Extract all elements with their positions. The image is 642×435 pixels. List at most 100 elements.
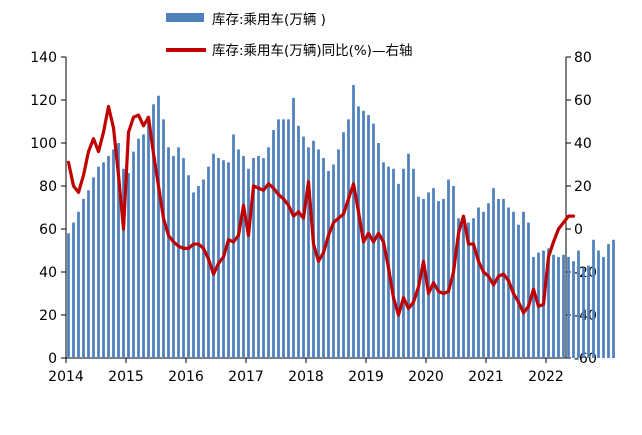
inventory-bar	[552, 254, 555, 358]
inventory-bar	[142, 134, 145, 358]
inventory-bar	[97, 166, 100, 358]
inventory-bar	[297, 125, 300, 358]
inventory-bar	[117, 143, 120, 358]
inventory-bar	[447, 179, 450, 358]
inventory-bar	[597, 250, 600, 358]
inventory-bar	[182, 158, 185, 358]
inventory-bar	[557, 256, 560, 358]
inventory-bar	[337, 149, 340, 358]
left-tick-label: 0	[48, 351, 57, 367]
left-tick-label: 100	[30, 136, 57, 152]
inventory-bar	[412, 168, 415, 358]
inventory-bar	[202, 179, 205, 358]
inventory-bar	[517, 224, 520, 358]
inventory-bar	[602, 256, 605, 358]
inventory-bar	[282, 119, 285, 358]
inventory-bar	[402, 168, 405, 358]
inventory-bar	[267, 147, 270, 358]
inventory-bar	[277, 119, 280, 358]
inventory-bar	[177, 147, 180, 358]
inventory-bar	[82, 198, 85, 358]
inventory-bar	[607, 244, 610, 358]
axes	[65, 57, 567, 359]
inventory-bar	[147, 117, 150, 358]
x-tick-label: 2015	[108, 369, 144, 385]
inventory-bar	[487, 203, 490, 358]
inventory-bar	[367, 115, 370, 358]
left-tick-label: 20	[39, 308, 57, 324]
right-tick-label: 20	[574, 179, 592, 195]
inventory-bar	[482, 211, 485, 358]
inventory-bar	[422, 198, 425, 358]
inventory-bar	[547, 248, 550, 358]
inventory-bar	[562, 254, 565, 358]
inventory-bar	[227, 162, 230, 358]
legend-line-label: 库存:乘用车(万辆)同比(%)—右轴	[212, 42, 412, 59]
left-tick-label: 120	[30, 93, 57, 109]
left-tick-label: 140	[30, 50, 57, 66]
inventory-bar	[112, 149, 115, 358]
inventory-bar	[532, 256, 535, 358]
inventory-bar	[162, 119, 165, 358]
inventory-bar	[307, 147, 310, 358]
inventory-bar	[317, 149, 320, 358]
inventory-bar	[127, 173, 130, 358]
inventory-bar	[457, 218, 460, 358]
x-tick-label: 2019	[348, 369, 384, 385]
right-tick-label: 40	[574, 136, 592, 152]
inventory-bar	[392, 168, 395, 358]
inventory-bar	[67, 233, 70, 358]
inventory-bar	[192, 192, 195, 358]
left-axis-ticks: 0 20 40 60 80 100 120 140	[30, 50, 66, 367]
yoy-line	[66, 104, 576, 317]
inventory-bar	[342, 132, 345, 358]
right-tick-label: 80	[574, 50, 592, 66]
inventory-bar	[437, 201, 440, 358]
inventory-bar	[167, 147, 170, 358]
inventory-bar	[122, 168, 125, 358]
inventory-bar	[72, 222, 75, 358]
legend: 库存:乘用车(万辆 ) 库存:乘用车(万辆)同比(%)—右轴	[166, 11, 412, 59]
inventory-bar	[427, 192, 430, 358]
inventory-bar	[197, 186, 200, 358]
inventory-bar	[322, 158, 325, 358]
inventory-bar	[572, 261, 575, 358]
x-tick-label: 2022	[528, 369, 564, 385]
inventory-bar	[132, 151, 135, 358]
inventory-bar	[287, 119, 290, 358]
inventory-bar	[397, 183, 400, 358]
inventory-bar	[247, 168, 250, 358]
inventory-bar	[382, 162, 385, 358]
inventory-bar	[587, 265, 590, 358]
legend-bar-label: 库存:乘用车(万辆 )	[212, 11, 326, 28]
x-tick-label: 2016	[168, 369, 204, 385]
inventory-bar	[242, 155, 245, 358]
inventory-bar	[352, 84, 355, 358]
inventory-bar	[467, 222, 470, 358]
inventory-bar	[137, 138, 140, 358]
inventory-bar	[302, 136, 305, 358]
inventory-bar	[252, 158, 255, 358]
inventory-bar	[377, 143, 380, 358]
inventory-bar	[592, 239, 595, 358]
inventory-bar	[492, 188, 495, 358]
x-tick-label: 2017	[228, 369, 264, 385]
left-tick-label: 60	[39, 222, 57, 238]
inventory-bar	[567, 256, 570, 358]
inventory-bar	[327, 170, 330, 358]
legend-bar-swatch	[166, 13, 204, 22]
inventory-bar	[432, 188, 435, 358]
inventory-bar	[237, 149, 240, 358]
inventory-bar	[257, 155, 260, 358]
x-tick-label: 2021	[468, 369, 504, 385]
left-tick-label: 80	[39, 179, 57, 195]
inventory-bar	[407, 153, 410, 358]
inventory-bar	[472, 218, 475, 358]
inventory-bar	[522, 211, 525, 358]
inventory-bar	[347, 119, 350, 358]
inventory-bar	[462, 224, 465, 358]
inventory-bar	[107, 155, 110, 358]
inventory-bar	[92, 177, 95, 358]
right-tick-label: 60	[574, 93, 592, 109]
